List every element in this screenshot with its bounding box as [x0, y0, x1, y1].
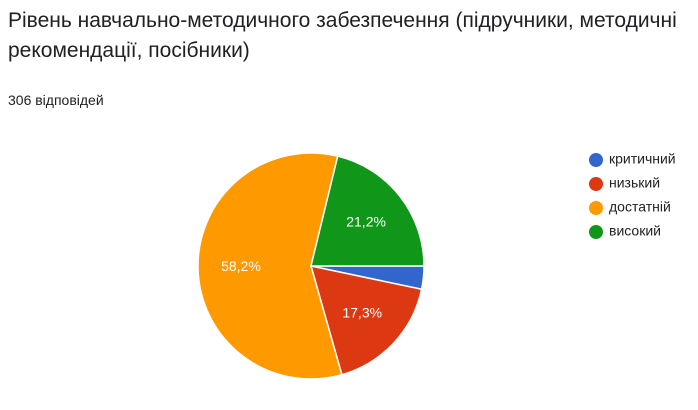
legend-marker [589, 153, 603, 167]
legend-label: достатній [609, 199, 671, 215]
pie-slice [197, 152, 343, 380]
slice-label: 58,2% [221, 258, 261, 274]
legend-marker [589, 225, 603, 239]
chart-subtitle: 306 відповідей [8, 92, 104, 108]
legend-marker [589, 201, 603, 215]
pie-slice [310, 155, 425, 267]
legend-label: критичний [609, 151, 676, 167]
legend-marker [589, 177, 603, 191]
chart-title: Рівень навчально-методичного забезпеченн… [8, 9, 677, 62]
slice-label: 21,2% [346, 213, 386, 229]
legend-label: високий [609, 223, 661, 239]
legend-label: низький [609, 175, 660, 191]
pie-slice [309, 265, 423, 376]
slice-label: 17,3% [342, 305, 382, 321]
